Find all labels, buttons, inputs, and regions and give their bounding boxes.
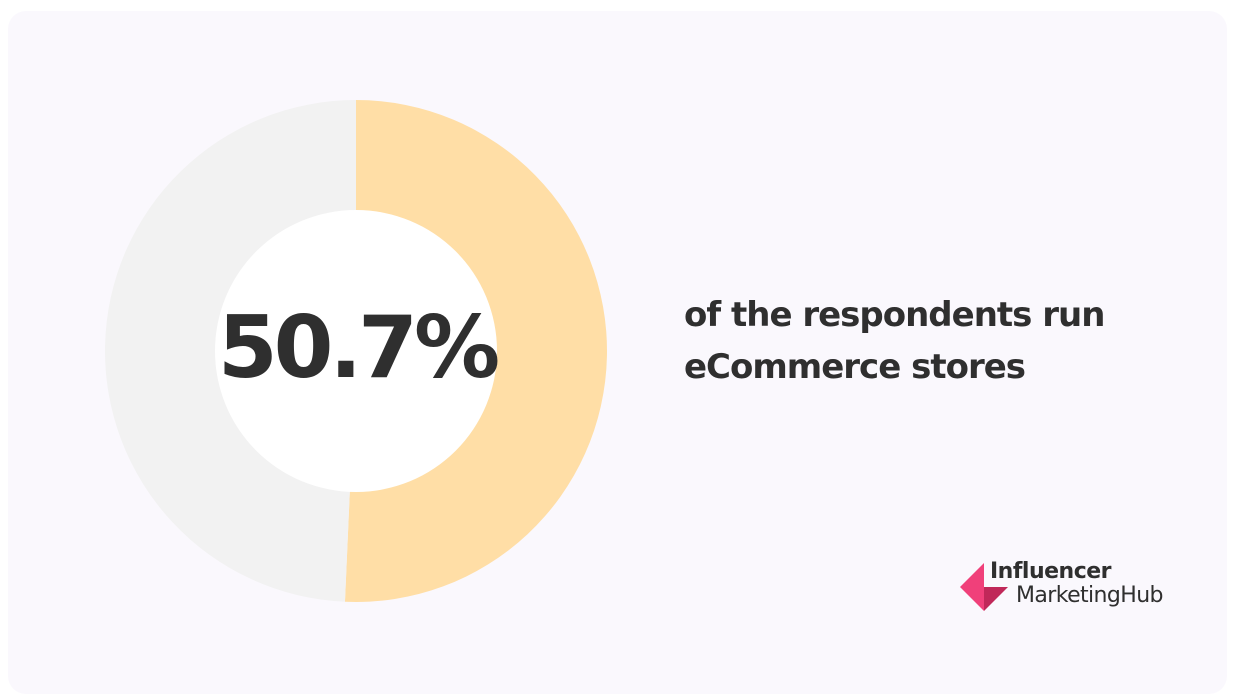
chart-caption: of the respondents run eCommerce stores (684, 289, 1204, 393)
caption-line-1: of the respondents run (684, 295, 1105, 335)
logo-text-line-1: Influencer (990, 559, 1112, 584)
logo-text-line-2: MarketingHub (1016, 583, 1164, 608)
logo-mark-icon (960, 563, 1008, 611)
donut-hole (215, 210, 497, 492)
caption-line-2: eCommerce stores (684, 347, 1026, 387)
brand-logo: Influencer MarketingHub (960, 558, 1210, 618)
percentage-value: 50.7% (217, 298, 500, 398)
